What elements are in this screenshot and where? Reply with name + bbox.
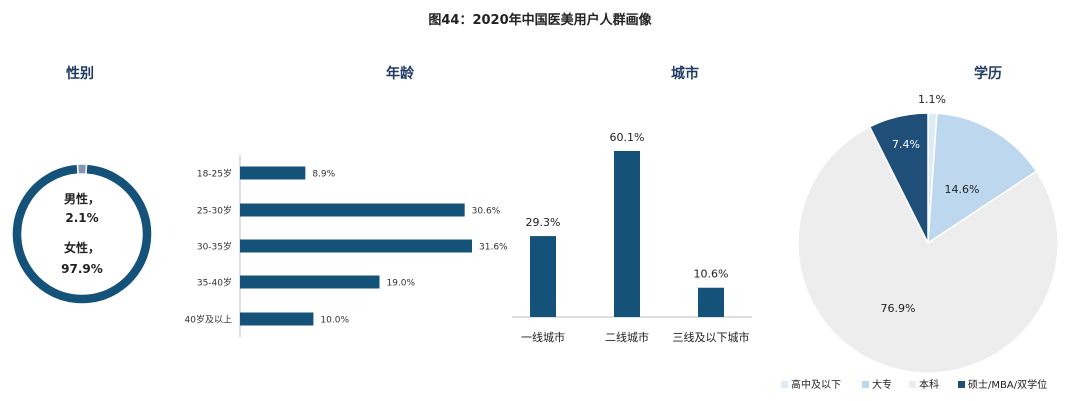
city-data-label: 60.1% — [610, 131, 645, 144]
legend-swatch — [909, 381, 916, 388]
age-data-label: 10.0% — [320, 316, 349, 326]
edu-data-label: 14.6% — [945, 183, 980, 196]
city-bar — [614, 151, 640, 317]
donut-slice-male — [76, 163, 88, 175]
legend-swatch — [781, 381, 788, 388]
age-tick-label: 35-40岁 — [197, 277, 232, 289]
city-bar — [530, 236, 556, 317]
age-data-label: 8.9% — [312, 170, 335, 180]
age-tick-label: 25-30岁 — [197, 205, 232, 217]
legend-swatch — [958, 381, 965, 388]
legend-label: 大专 — [872, 378, 892, 391]
female-label: 女性， — [64, 240, 100, 255]
age-bar — [240, 275, 380, 289]
city-data-label: 10.6% — [694, 268, 729, 281]
age-bar — [240, 239, 472, 253]
edu-data-label: 1.1% — [918, 93, 946, 106]
city-tick-label: 二线城市 — [605, 330, 649, 344]
age-tick-label: 18-25岁 — [197, 168, 232, 180]
city-data-label: 29.3% — [526, 216, 561, 229]
age-data-label: 19.0% — [386, 279, 415, 289]
edu-data-label: 7.4% — [892, 138, 920, 151]
male-value: 2.1% — [65, 211, 98, 225]
gender-title: 性别 — [66, 66, 94, 82]
education-title: 学历 — [974, 66, 1002, 82]
edu-slice-bachelor — [797, 125, 1059, 374]
legend-label: 高中及以下 — [791, 378, 841, 391]
age-tick-label: 40岁及以上 — [185, 314, 232, 326]
age-tick-label: 30-35岁 — [197, 241, 232, 253]
age-bar — [240, 203, 465, 217]
female-value: 97.9% — [61, 262, 103, 276]
age-title: 年龄 — [386, 66, 414, 82]
age-bar — [240, 312, 314, 326]
legend-swatch — [862, 381, 869, 388]
city-tick-label: 三线及以下城市 — [673, 330, 750, 344]
chart-title: 图44：2020年中国医美用户人群画像 — [428, 13, 652, 28]
age-bar — [240, 166, 306, 180]
city-title: 城市 — [671, 66, 699, 82]
age-data-label: 31.6% — [479, 243, 508, 253]
donut-slice-female — [11, 163, 153, 305]
legend-label: 本科 — [919, 378, 939, 391]
edu-slice-college — [927, 112, 1038, 245]
legend-label: 硕士/MBA/双学位 — [968, 378, 1047, 391]
city-bar — [698, 287, 724, 317]
age-data-label: 30.6% — [472, 207, 501, 217]
edu-slice-master — [868, 112, 929, 244]
edu-data-label: 76.9% — [881, 302, 916, 315]
male-label: 男性， — [64, 191, 100, 206]
city-tick-label: 一线城市 — [521, 330, 565, 344]
